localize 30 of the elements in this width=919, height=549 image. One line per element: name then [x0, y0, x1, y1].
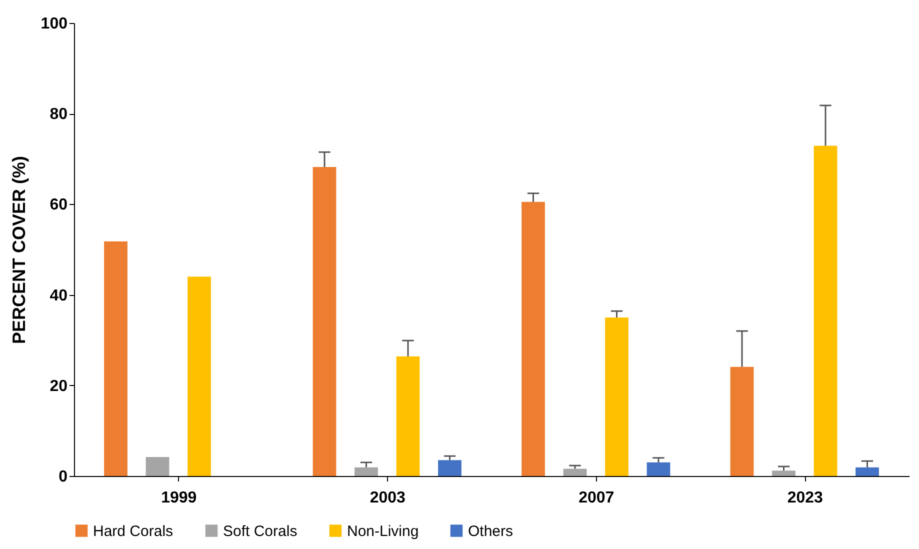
legend-label: Hard Corals: [93, 522, 174, 540]
x-tick-label: 2007: [578, 490, 614, 506]
x-tick-label: 2003: [370, 490, 406, 506]
bar: [563, 468, 587, 476]
bar: [104, 241, 128, 476]
bar: [146, 456, 170, 476]
bar: [856, 467, 879, 476]
y-tick-label: 60: [50, 196, 68, 214]
bar: [814, 146, 838, 476]
legend-label: Soft Corals: [223, 522, 298, 540]
x-tick-label: 1999: [161, 490, 197, 506]
legend-label: Others: [468, 522, 514, 540]
y-tick-label: 0: [58, 468, 68, 486]
bar: [354, 467, 378, 476]
bar: [438, 460, 462, 476]
bar: [312, 167, 336, 476]
y-tick-label: 40: [50, 287, 68, 304]
bar: [522, 202, 545, 476]
bar: [605, 317, 628, 476]
bar: [188, 276, 211, 476]
y-axis-title: PERCENT COVER (%): [8, 156, 29, 344]
legend-label: Non-Living: [347, 522, 419, 540]
bar: [772, 470, 796, 476]
y-tick-label: 20: [50, 378, 68, 395]
bar: [396, 356, 420, 476]
bar: [730, 366, 754, 476]
x-tick-label: 2023: [787, 490, 824, 506]
y-tick-label: 100: [40, 16, 68, 32]
bar: [646, 462, 670, 476]
y-tick-label: 80: [50, 106, 68, 124]
